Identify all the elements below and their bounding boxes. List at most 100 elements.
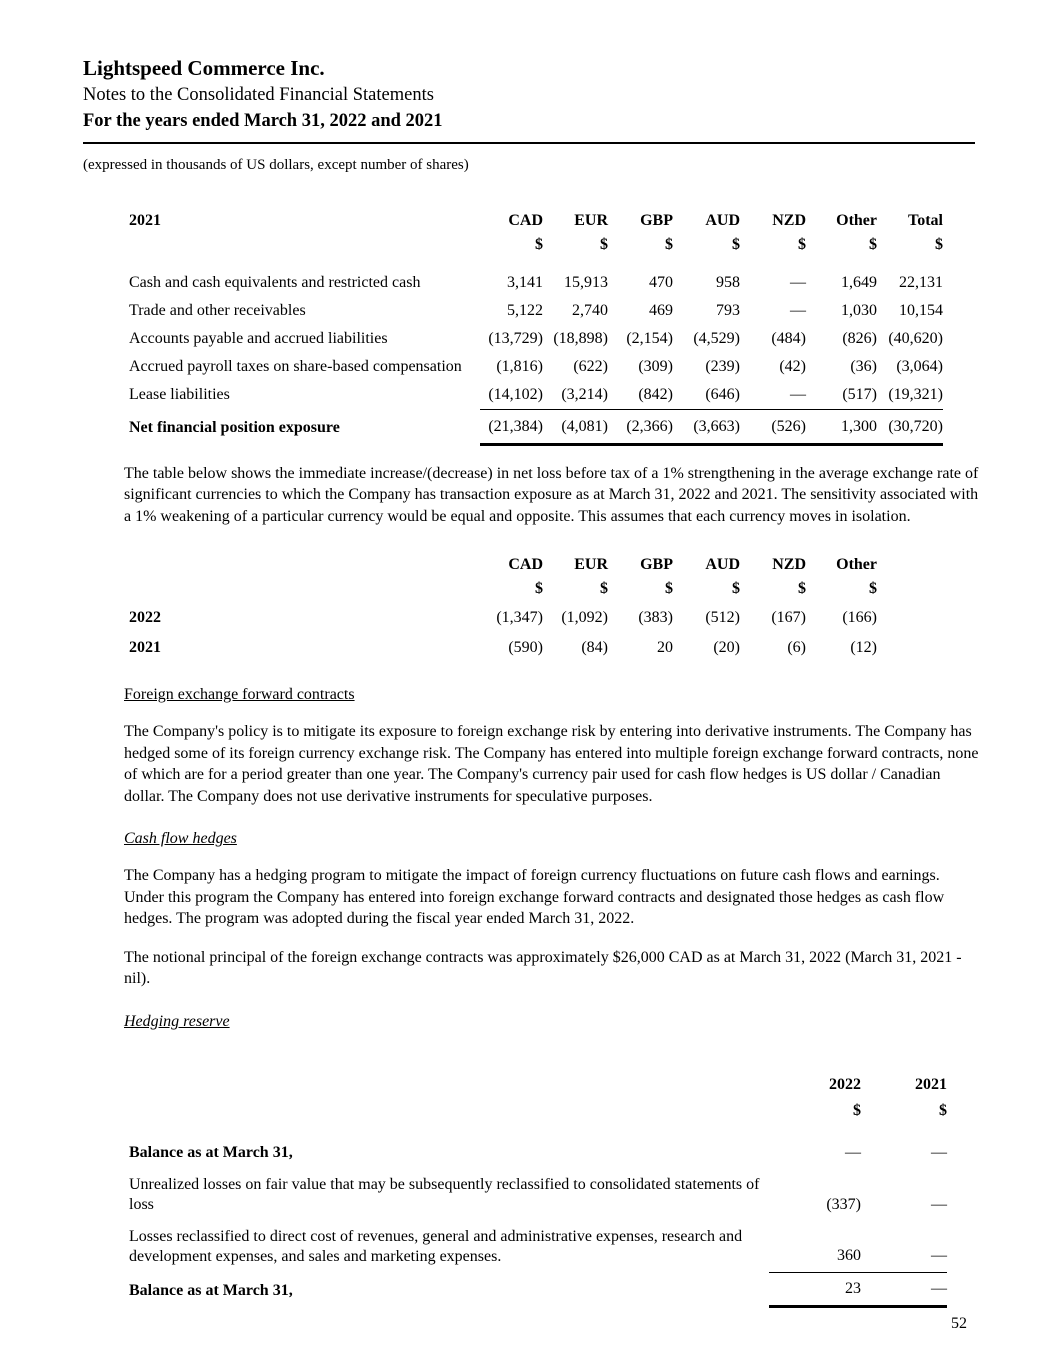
- value-cell: 793: [716, 301, 740, 319]
- row-label: Balance as at March 31,: [129, 1281, 293, 1299]
- col-header: AUD: [705, 556, 740, 574]
- currency-exposure-table: 2021 CAD EUR GBP AUD NZD Other Total $ $…: [129, 207, 943, 446]
- period-heading: For the years ended March 31, 2022 and 2…: [83, 110, 975, 144]
- table-header-row: 2022 2021: [129, 1069, 947, 1101]
- value-cell: (36): [850, 357, 877, 375]
- total-row: Net financial position exposure (21,384)…: [129, 408, 943, 446]
- value-cell: (309): [638, 357, 673, 375]
- value-cell: —: [790, 385, 806, 403]
- col-header: GBP: [640, 211, 673, 229]
- value-cell: (3,214): [561, 385, 608, 403]
- value-cell: (1,092): [561, 609, 608, 627]
- col-header: CAD: [508, 556, 543, 574]
- forward-contracts-heading: Foreign exchange forward contracts: [124, 686, 355, 704]
- col-header: EUR: [574, 211, 608, 229]
- col-header: AUD: [705, 211, 740, 229]
- value-cell: 1,030: [841, 301, 877, 319]
- value-cell: —: [931, 1195, 947, 1213]
- value-cell: (1,347): [496, 609, 543, 627]
- table-header-row: 2021 CAD EUR GBP AUD NZD Other Total: [129, 207, 943, 235]
- cash-flow-hedges-heading: Cash flow hedges: [124, 830, 237, 848]
- document-header: Lightspeed Commerce Inc. Notes to the Co…: [83, 56, 975, 174]
- value-cell: (13,729): [488, 329, 543, 347]
- col-header: Other: [836, 556, 877, 574]
- row-label: Accounts payable and accrued liabilities: [129, 329, 388, 347]
- sensitivity-paragraph: The table below shows the immediate incr…: [124, 464, 979, 525]
- row-label: 2021: [129, 639, 161, 657]
- unit-cell: $: [665, 235, 673, 253]
- value-cell: 958: [716, 273, 740, 291]
- value-cell: (4,081): [543, 408, 608, 446]
- value-cell: (6): [787, 639, 806, 657]
- value-cell: (383): [638, 609, 673, 627]
- col-header: CAD: [508, 211, 543, 229]
- row-label: Cash and cash equivalents and restricted…: [129, 273, 421, 291]
- cash-flow-hedges-paragraph-1: The Company has a hedging program to mit…: [124, 867, 945, 928]
- value-cell: (84): [581, 639, 608, 657]
- unit-cell: $: [798, 235, 806, 253]
- table-row: Lease liabilities (14,102) (3,214) (842)…: [129, 381, 943, 410]
- hedging-reserve-heading: Hedging reserve: [124, 1012, 230, 1030]
- value-cell: 360: [769, 1220, 861, 1274]
- unit-cell: $: [600, 235, 608, 253]
- value-cell: (2,154): [626, 329, 673, 347]
- value-cell: (166): [842, 609, 877, 627]
- table-row: Accounts payable and accrued liabilities…: [129, 325, 943, 353]
- company-name: Lightspeed Commerce Inc.: [83, 56, 325, 80]
- currency-note: (expressed in thousands of US dollars, e…: [83, 156, 469, 173]
- value-cell: (30,720): [877, 408, 943, 446]
- value-cell: (526): [740, 408, 806, 446]
- row-label: Lease liabilities: [129, 386, 230, 404]
- document-subtitle: Notes to the Consolidated Financial Stat…: [83, 85, 434, 106]
- value-cell: (14,102): [488, 385, 543, 403]
- value-cell: (18,898): [553, 329, 608, 347]
- value-cell: (3,663): [673, 408, 740, 446]
- unit-cell: $: [869, 235, 877, 253]
- value-cell: (590): [508, 639, 543, 657]
- value-cell: (12): [850, 639, 877, 657]
- col-header: EUR: [574, 556, 608, 574]
- value-cell: (337): [826, 1195, 861, 1213]
- forward-contracts-paragraph: The Company's policy is to mitigate its …: [124, 723, 979, 805]
- unit-row: $ $: [129, 1101, 947, 1127]
- unit-row: $ $ $ $ $ $: [129, 579, 877, 603]
- value-cell: (167): [771, 609, 806, 627]
- value-cell: —: [931, 1143, 947, 1161]
- value-cell: (826): [842, 329, 877, 347]
- table-row: Trade and other receivables 5,122 2,740 …: [129, 297, 943, 325]
- value-cell: —: [845, 1143, 861, 1161]
- value-cell: (517): [842, 385, 877, 403]
- value-cell: (512): [705, 609, 740, 627]
- value-cell: (40,620): [888, 329, 943, 347]
- value-cell: —: [861, 1220, 947, 1274]
- value-cell: (622): [573, 357, 608, 375]
- row-label: Balance as at March 31,: [129, 1143, 293, 1161]
- unit-cell: $: [732, 580, 740, 598]
- total-row: Balance as at March 31, 23 —: [129, 1272, 947, 1309]
- col-header: 2021: [915, 1075, 947, 1093]
- table-row: Losses reclassified to direct cost of re…: [129, 1220, 947, 1274]
- row-label: Trade and other receivables: [129, 301, 306, 319]
- page-number: 52: [951, 1315, 967, 1332]
- value-cell: (1,816): [496, 357, 543, 375]
- value-cell: 1,300: [806, 408, 877, 446]
- value-cell: 20: [657, 639, 673, 657]
- value-cell: (19,321): [888, 385, 943, 403]
- value-cell: (21,384): [480, 408, 543, 446]
- document-page: Lightspeed Commerce Inc. Notes to the Co…: [83, 56, 979, 1332]
- value-cell: 2,740: [572, 301, 608, 319]
- row-label: 2022: [129, 609, 161, 627]
- value-cell: —: [790, 301, 806, 319]
- sensitivity-table: CAD EUR GBP AUD NZD Other $ $ $ $ $ $ 20…: [129, 551, 877, 663]
- row-label: Unrealized losses on fair value that may…: [129, 1175, 760, 1213]
- value-cell: (4,529): [693, 329, 740, 347]
- unit-cell: $: [535, 580, 543, 598]
- value-cell: 23: [769, 1272, 861, 1309]
- value-cell: (484): [771, 329, 806, 347]
- value-cell: —: [790, 273, 806, 291]
- col-header: Other: [836, 211, 877, 229]
- unit-cell: $: [853, 1101, 861, 1119]
- year-label: 2021: [129, 211, 161, 229]
- table-row: Cash and cash equivalents and restricted…: [129, 259, 943, 297]
- value-cell: 22,131: [899, 273, 943, 291]
